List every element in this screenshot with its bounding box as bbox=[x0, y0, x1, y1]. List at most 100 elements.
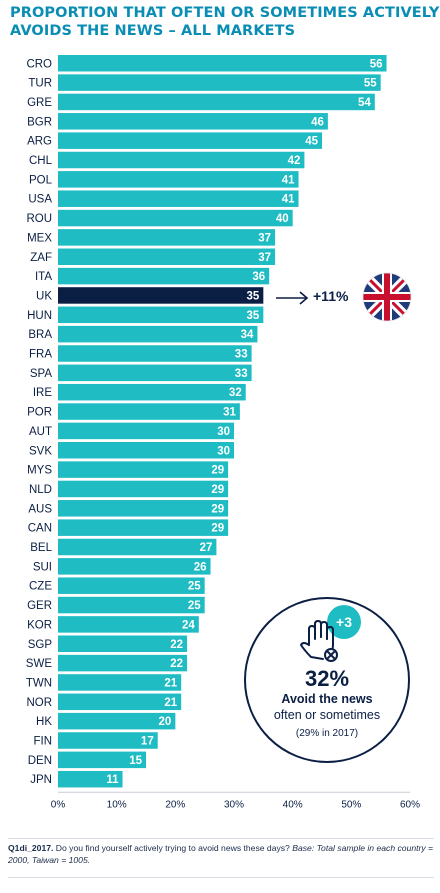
category-label-rou: ROU bbox=[26, 213, 52, 225]
bar-hun bbox=[58, 306, 264, 324]
value-label-sui: 26 bbox=[194, 561, 207, 573]
category-label-bra: BRA bbox=[28, 329, 52, 341]
bar-fra bbox=[58, 345, 252, 362]
value-label-sgp: 22 bbox=[170, 639, 183, 651]
value-label-usa: 41 bbox=[282, 194, 295, 206]
x-tick-label: 40% bbox=[283, 799, 303, 810]
category-label-por: POR bbox=[27, 407, 52, 419]
category-label-mex: MEX bbox=[27, 232, 52, 244]
callout-previous: (29% in 2017) bbox=[295, 728, 359, 739]
category-label-pol: POL bbox=[29, 174, 53, 186]
value-label-nor: 21 bbox=[164, 697, 177, 709]
category-label-arg: ARG bbox=[27, 136, 52, 148]
bar-zaf bbox=[58, 248, 276, 265]
footnote-base: Base: Total sample in each country = 200… bbox=[8, 843, 434, 865]
category-label-bgr: BGR bbox=[27, 116, 52, 128]
value-label-bel: 27 bbox=[200, 542, 213, 554]
value-label-aut: 30 bbox=[217, 426, 230, 438]
bar-cro bbox=[58, 55, 387, 72]
value-label-fra: 33 bbox=[235, 349, 248, 361]
category-label-sgp: SGP bbox=[28, 639, 53, 651]
category-label-nor: NOR bbox=[26, 697, 52, 709]
category-label-ger: GER bbox=[27, 600, 52, 612]
callout-label-bold: Avoid the news bbox=[281, 692, 373, 706]
bar-chart: CRO 56 TUR 55 GRE 54 BGR 46 ARG 45 CHL 42 POL 41 USA 41… bbox=[26, 55, 420, 810]
category-label-den: DEN bbox=[28, 755, 52, 767]
value-label-uk: 35 bbox=[247, 290, 260, 302]
category-label-bel: BEL bbox=[30, 542, 52, 554]
value-label-bgr: 46 bbox=[311, 116, 324, 128]
value-label-pol: 41 bbox=[282, 174, 295, 186]
value-label-nld: 29 bbox=[211, 484, 224, 496]
x-tick-label: 50% bbox=[341, 799, 361, 810]
category-label-spa: SPA bbox=[30, 368, 52, 380]
value-label-spa: 33 bbox=[235, 368, 248, 380]
hand-avoid-icon bbox=[300, 620, 338, 662]
callout-percent: 32% bbox=[304, 666, 350, 691]
value-label-ger: 25 bbox=[188, 600, 201, 612]
bar-pol bbox=[58, 171, 299, 188]
category-label-fra: FRA bbox=[29, 349, 52, 361]
bar-arg bbox=[58, 132, 322, 149]
bar-rou bbox=[58, 209, 293, 227]
value-label-cze: 25 bbox=[188, 581, 201, 593]
uk-flag-icon bbox=[362, 272, 412, 322]
bar-usa bbox=[58, 190, 299, 207]
category-label-usa: USA bbox=[28, 194, 52, 206]
bar-aus bbox=[58, 500, 229, 517]
bar-chl bbox=[58, 151, 305, 169]
value-label-bra: 34 bbox=[241, 329, 254, 341]
bar-bel bbox=[58, 538, 217, 556]
value-label-mex: 37 bbox=[258, 232, 271, 244]
uk-change-label: +11% bbox=[313, 288, 349, 304]
arrow-right-icon bbox=[276, 291, 309, 305]
bar-cze bbox=[58, 577, 205, 594]
category-label-zaf: ZAF bbox=[30, 252, 52, 264]
value-label-por: 31 bbox=[223, 407, 236, 419]
value-label-gre: 54 bbox=[358, 97, 371, 109]
value-label-zaf: 37 bbox=[258, 252, 271, 264]
chart-title-line2: AVOIDS THE NEWS – ALL MARKETS bbox=[10, 23, 296, 39]
value-label-kor: 24 bbox=[182, 619, 195, 631]
bar-gre bbox=[58, 93, 375, 111]
value-label-ire: 32 bbox=[229, 387, 242, 399]
bar-twn bbox=[58, 674, 182, 691]
bar-swe bbox=[58, 654, 188, 672]
bar-aut bbox=[58, 422, 234, 440]
value-label-cro: 56 bbox=[370, 58, 383, 70]
category-label-hk: HK bbox=[36, 716, 52, 728]
bar-tur bbox=[58, 74, 381, 91]
value-label-mys: 29 bbox=[211, 465, 224, 477]
bar-nld bbox=[58, 480, 229, 498]
value-label-hk: 20 bbox=[159, 716, 172, 728]
category-label-nld: NLD bbox=[29, 484, 52, 496]
category-label-aut: AUT bbox=[29, 426, 52, 438]
value-label-can: 29 bbox=[211, 523, 224, 535]
chart-title-line1: PROPORTION THAT OFTEN OR SOMETIMES ACTIV… bbox=[10, 5, 440, 21]
bar-mex bbox=[58, 229, 276, 246]
bottom-divider bbox=[8, 877, 434, 878]
bar-can bbox=[58, 519, 229, 536]
category-label-swe: SWE bbox=[26, 658, 53, 670]
category-label-can: CAN bbox=[28, 523, 52, 535]
bar-den bbox=[58, 751, 146, 769]
bar-fin bbox=[58, 732, 158, 749]
category-label-ita: ITA bbox=[35, 271, 52, 283]
value-label-ita: 36 bbox=[252, 271, 265, 283]
value-label-aus: 29 bbox=[211, 503, 224, 515]
category-label-kor: KOR bbox=[27, 619, 52, 631]
value-label-tur: 55 bbox=[364, 78, 377, 90]
category-label-aus: AUS bbox=[28, 503, 52, 515]
bar-jpn bbox=[58, 770, 123, 788]
bar-ita bbox=[58, 267, 270, 285]
value-label-rou: 40 bbox=[276, 213, 289, 225]
category-label-fin: FIN bbox=[33, 736, 52, 748]
x-tick-label: 20% bbox=[165, 799, 185, 810]
bar-kor bbox=[58, 616, 199, 633]
category-label-chl: CHL bbox=[29, 155, 53, 167]
bar-sui bbox=[58, 558, 211, 575]
bar-mys bbox=[58, 461, 229, 478]
category-label-twn: TWN bbox=[26, 677, 52, 689]
chart-title: PROPORTION THAT OFTEN OR SOMETIMES ACTIV… bbox=[10, 4, 440, 40]
value-label-hun: 35 bbox=[247, 310, 260, 322]
